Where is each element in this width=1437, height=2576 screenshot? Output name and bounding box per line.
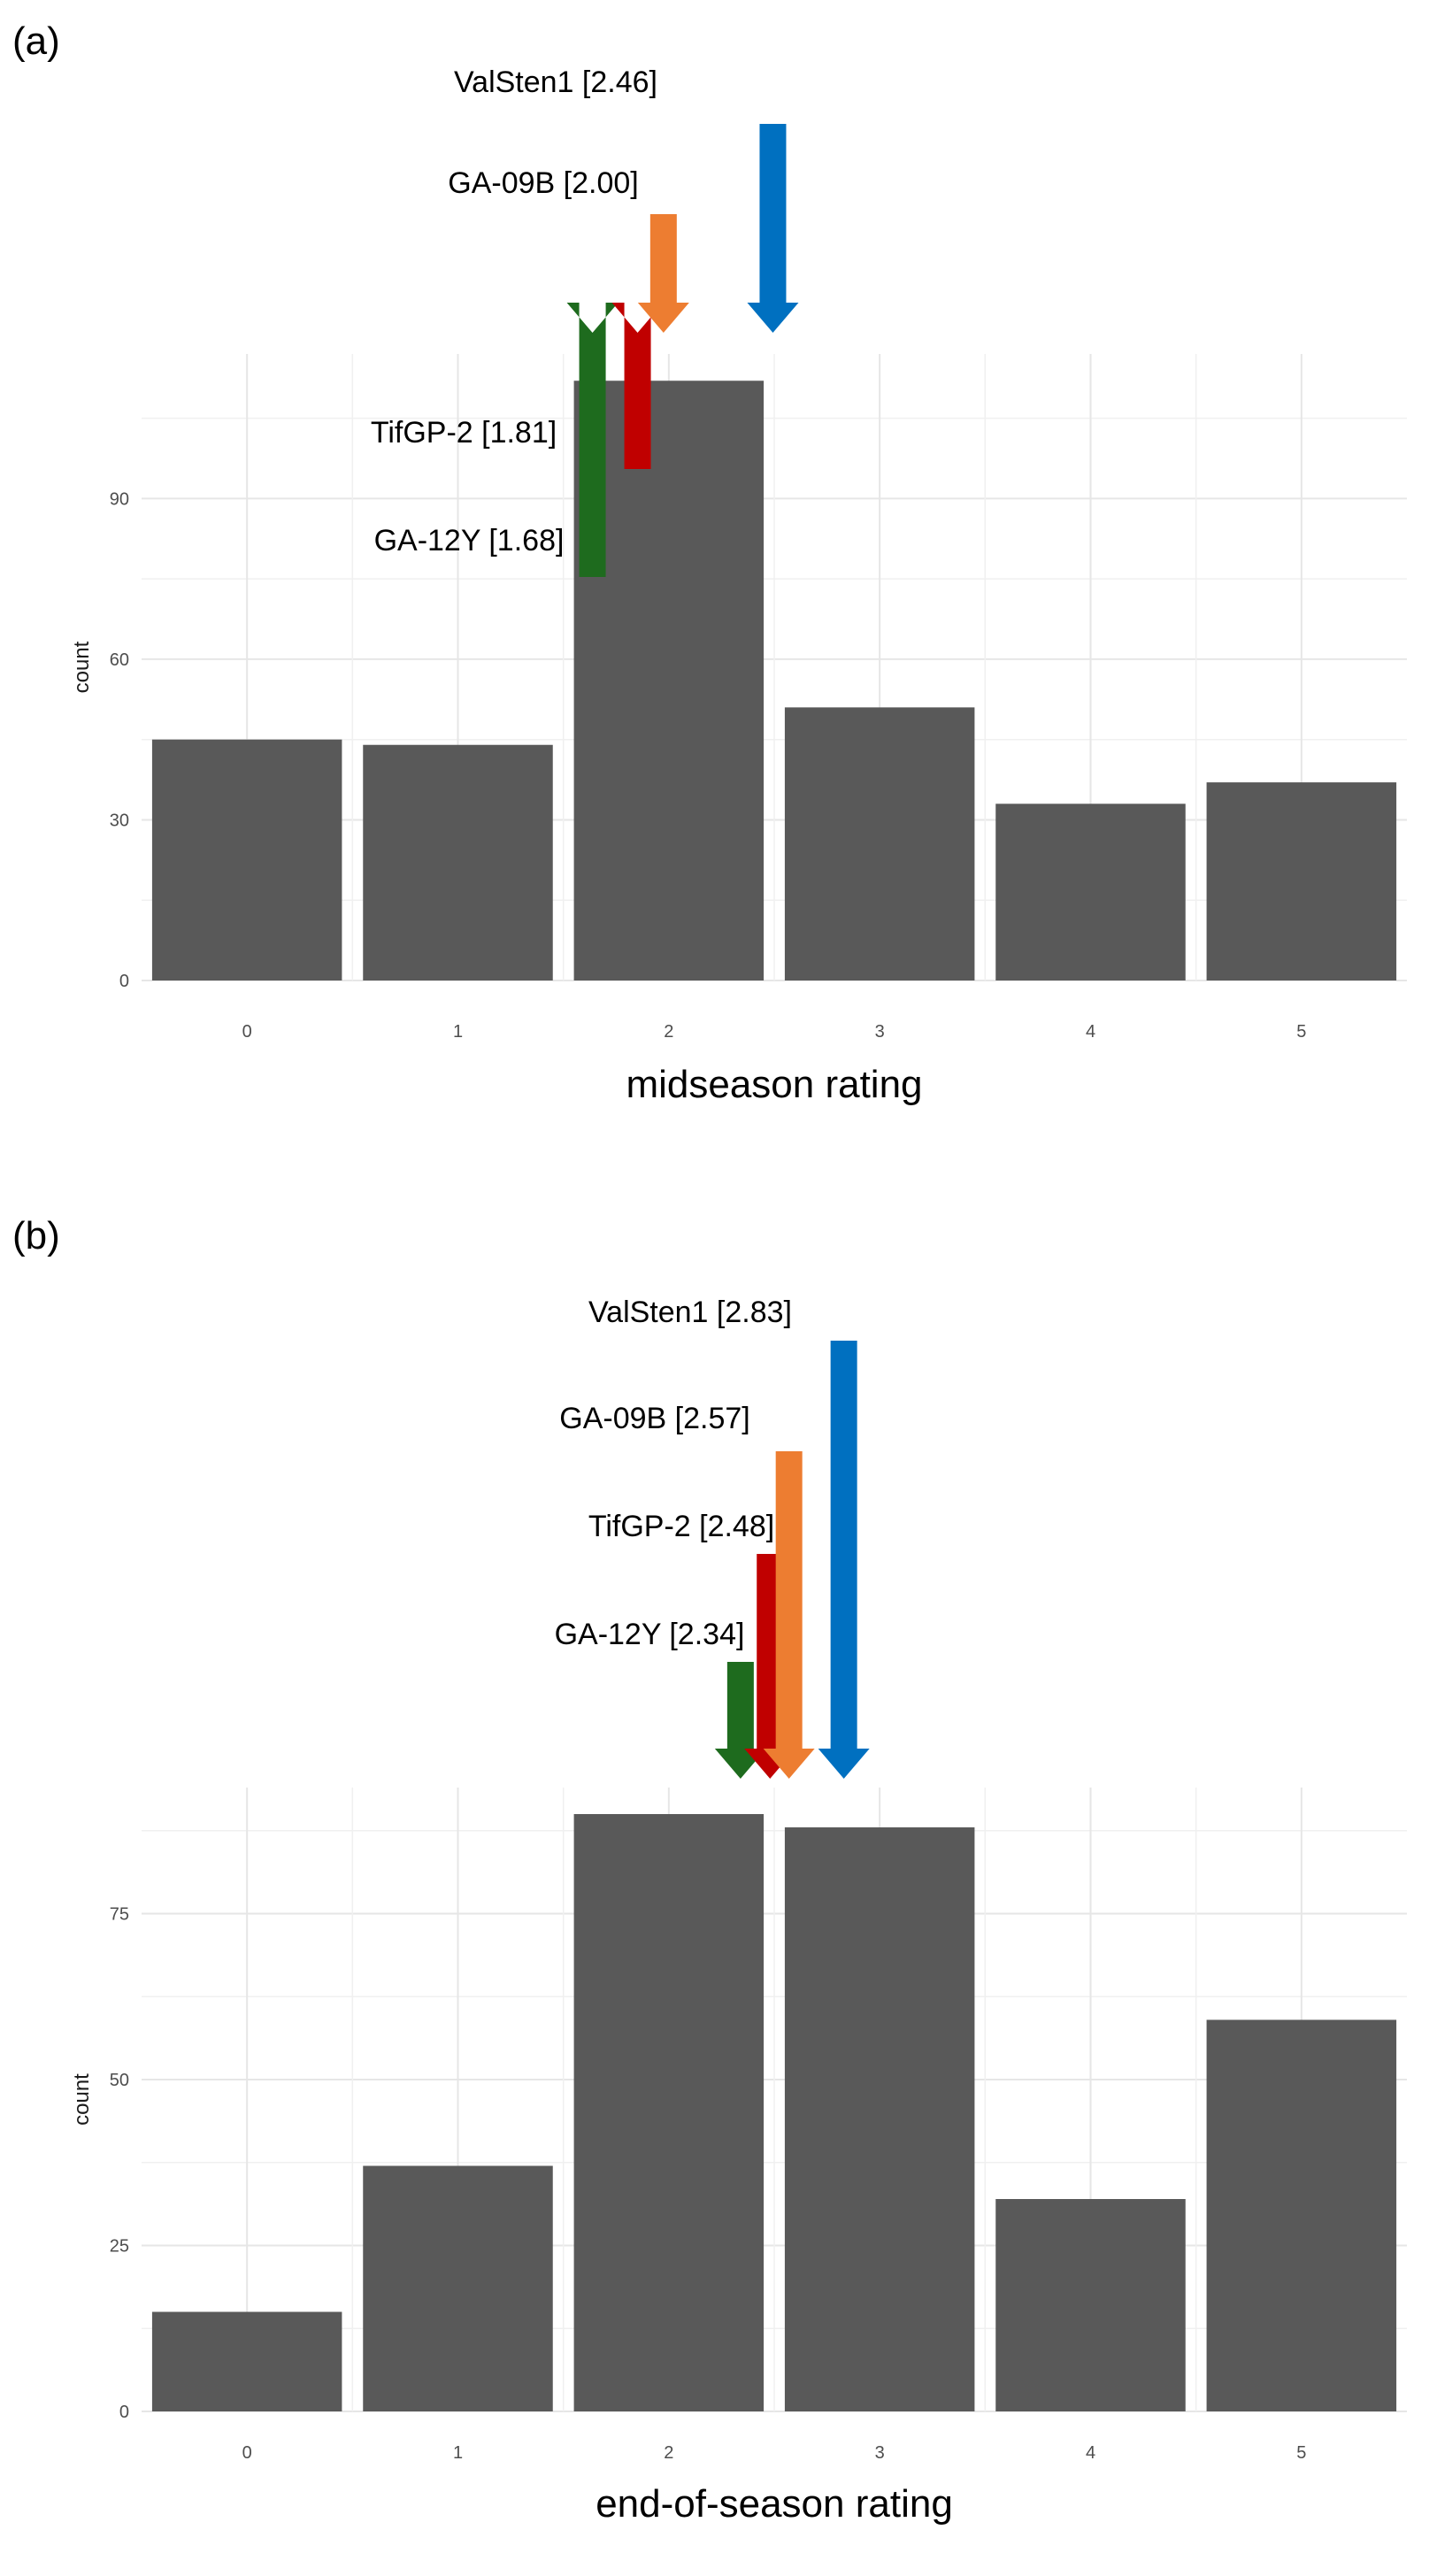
- bar-0: [151, 2311, 342, 2411]
- x-tick-label: 1: [453, 2443, 463, 2463]
- arrow-ga-12y: [566, 303, 619, 577]
- arrow-valsten1: [818, 1341, 870, 1779]
- annotation-label: TifGP-2 [2.48]: [588, 1510, 774, 1543]
- x-axis-label: end-of-season rating: [596, 2482, 953, 2526]
- y-tick-label: 0: [119, 2403, 129, 2422]
- annotation-label: GA-12Y [2.34]: [555, 1618, 745, 1651]
- y-tick-label: 60: [110, 650, 129, 670]
- bar-4: [995, 2199, 1186, 2411]
- x-tick-label: 0: [242, 1022, 252, 1042]
- arrow-ga-09b: [763, 1451, 815, 1779]
- x-tick-label: 1: [453, 1022, 463, 1042]
- x-tick-label: 2: [664, 1022, 673, 1042]
- arrow-ga-09b: [637, 214, 689, 333]
- y-tick-label: 50: [110, 2071, 129, 2090]
- end-of-season-rating-chart: 0 25 50 75 0 1 2 3 4 5 count end-of-season rating GA…: [70, 1296, 1407, 2526]
- y-tick-label: 25: [110, 2237, 129, 2257]
- bar-4: [995, 804, 1186, 980]
- x-tick-label: 0: [242, 2443, 252, 2463]
- x-axis-label: midseason rating: [626, 1063, 922, 1106]
- x-tick-label: 3: [875, 2443, 885, 2463]
- x-tick-label: 3: [875, 1022, 885, 1042]
- y-tick-label: 90: [110, 489, 129, 509]
- x-tick-label: 4: [1086, 1022, 1095, 1042]
- annotation-label: ValSten1 [2.46]: [454, 65, 657, 99]
- x-tick-label: 2: [664, 2443, 673, 2463]
- x-tick-label: 5: [1296, 1022, 1306, 1042]
- bar-1: [363, 744, 553, 980]
- y-tick-label: 30: [110, 811, 129, 830]
- arrow-tifgp-2: [611, 303, 664, 469]
- bar-5: [1206, 2019, 1397, 2411]
- arrow-valsten1: [747, 124, 799, 333]
- y-tick-label: 0: [119, 972, 129, 991]
- panel-label-b: (b): [12, 1214, 60, 1257]
- annotation-label: GA-12Y [1.68]: [374, 524, 565, 557]
- bar-2: [573, 1814, 765, 2411]
- midseason-rating-chart: 0 30 60 90 0 1 2 3 4 5 count midseason rating GA-12Y…: [70, 65, 1407, 1106]
- bar-1: [363, 2165, 553, 2411]
- bar-3: [784, 707, 975, 980]
- y-axis-label: count: [70, 641, 94, 693]
- bar-3: [784, 1827, 975, 2411]
- annotation-label: ValSten1 [2.83]: [588, 1296, 792, 1329]
- y-tick-label: 75: [110, 1905, 129, 1925]
- bar-0: [151, 739, 342, 980]
- bar-5: [1206, 782, 1397, 980]
- y-axis-label: count: [70, 2073, 94, 2126]
- panel-label-a: (a): [12, 19, 60, 63]
- annotation-label: TifGP-2 [1.81]: [371, 416, 557, 450]
- x-tick-label: 5: [1296, 2443, 1306, 2463]
- annotation-label: GA-09B [2.57]: [559, 1402, 749, 1435]
- annotation-label: GA-09B [2.00]: [448, 166, 638, 200]
- x-tick-label: 4: [1086, 2443, 1095, 2463]
